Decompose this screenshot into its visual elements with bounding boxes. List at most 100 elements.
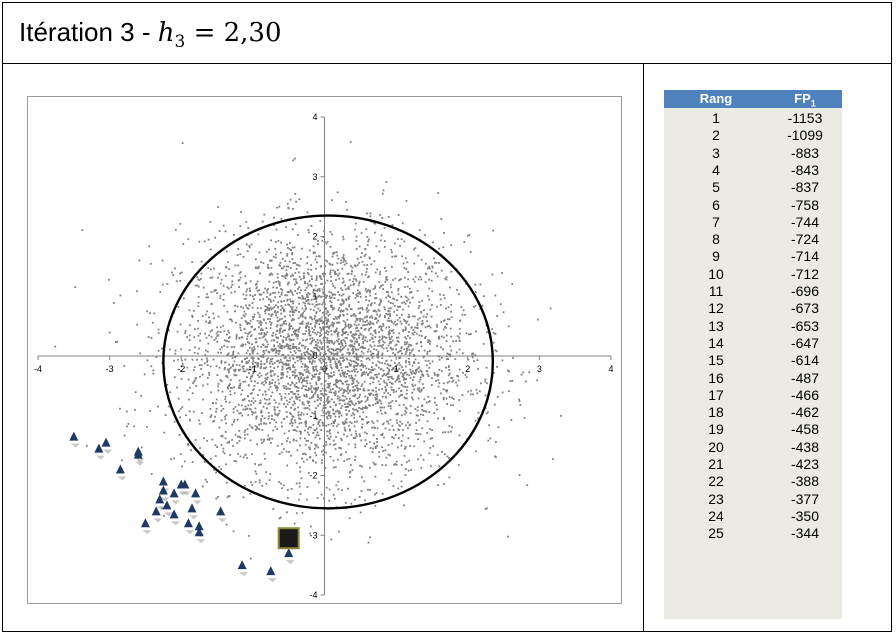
cloud-point xyxy=(390,302,392,304)
cloud-point xyxy=(346,383,348,386)
cloud-point xyxy=(236,254,239,256)
cloud-point xyxy=(306,413,309,415)
cloud-point xyxy=(360,368,362,371)
cloud-point xyxy=(450,316,453,319)
cloud-point xyxy=(351,377,354,380)
cloud-point xyxy=(400,393,403,396)
cloud-point xyxy=(272,286,275,289)
cloud-point xyxy=(314,451,317,454)
cloud-point xyxy=(317,240,319,242)
cloud-point xyxy=(280,395,283,398)
table-row: 1 -1153 xyxy=(664,110,842,127)
cloud-point xyxy=(328,499,331,502)
cloud-point xyxy=(392,302,394,305)
cloud-point xyxy=(324,367,326,370)
cloud-point xyxy=(322,291,325,294)
cloud-point xyxy=(388,376,391,378)
cloud-point xyxy=(365,315,368,318)
cloud-point xyxy=(353,323,356,326)
cloud-point xyxy=(369,489,371,491)
cloud-point xyxy=(224,274,227,277)
cloud-point xyxy=(340,437,343,440)
fp-rank-table: Rang FP1 1 -1153 2 -1099 3 -883 4 -843 5 -837 6 -75… xyxy=(664,90,842,619)
cloud-point xyxy=(284,356,287,359)
cloud-point xyxy=(286,403,289,406)
cloud-point xyxy=(337,488,340,491)
cloud-point xyxy=(286,511,288,514)
cloud-point xyxy=(434,272,437,275)
cloud-point xyxy=(201,315,204,317)
cloud-point xyxy=(331,233,333,236)
cloud-point xyxy=(286,489,289,491)
cloud-point xyxy=(406,341,409,343)
cloud-point xyxy=(353,413,356,416)
cloud-point xyxy=(315,445,318,448)
cloud-point xyxy=(370,322,372,325)
cloud-point xyxy=(328,400,331,403)
cloud-point xyxy=(286,464,289,467)
cloud-point xyxy=(297,393,299,396)
cloud-point xyxy=(364,347,366,349)
cloud-point xyxy=(272,334,274,337)
cloud-point xyxy=(281,376,284,379)
cloud-point xyxy=(307,387,310,390)
cloud-point xyxy=(249,368,252,371)
cloud-point xyxy=(300,360,302,363)
cloud-point xyxy=(186,389,189,392)
cloud-point xyxy=(325,451,328,454)
cloud-point xyxy=(384,427,387,430)
cloud-point xyxy=(406,349,408,352)
cloud-point xyxy=(404,336,407,339)
cloud-point xyxy=(212,420,214,423)
cloud-point xyxy=(187,443,189,445)
cloud-point xyxy=(286,294,289,297)
cloud-point xyxy=(250,334,253,337)
cloud-point xyxy=(397,487,400,490)
cloud-point xyxy=(231,439,233,441)
cloud-point xyxy=(296,396,299,399)
cloud-point xyxy=(226,376,229,379)
cloud-point xyxy=(224,395,227,398)
cloud-point xyxy=(368,371,371,374)
cloud-point xyxy=(356,387,358,389)
cloud-point xyxy=(446,389,449,392)
cloud-point xyxy=(407,335,409,337)
cloud-point xyxy=(384,386,387,388)
cloud-point xyxy=(402,262,405,265)
cloud-point xyxy=(361,338,364,341)
cloud-point xyxy=(238,412,241,415)
cloud-point xyxy=(330,422,333,425)
cloud-point xyxy=(396,299,398,302)
cloud-point xyxy=(293,522,296,525)
cloud-point xyxy=(169,391,171,394)
cloud-point xyxy=(295,382,298,385)
cloud-point xyxy=(382,344,384,346)
cloud-point xyxy=(370,263,373,266)
cloud-point xyxy=(375,376,378,379)
cloud-point xyxy=(372,378,375,380)
cloud-point xyxy=(427,396,430,398)
cloud-point xyxy=(273,339,275,341)
cloud-point xyxy=(223,368,226,371)
cloud-point xyxy=(123,365,126,367)
cloud-point xyxy=(348,279,351,281)
cloud-point xyxy=(315,390,317,393)
cloud-point xyxy=(392,389,395,391)
cloud-point xyxy=(264,402,267,405)
cloud-point xyxy=(194,346,196,349)
cloud-point xyxy=(368,393,370,395)
cloud-point xyxy=(277,345,280,347)
cloud-point xyxy=(349,397,351,400)
cloud-point xyxy=(372,377,375,379)
cloud-point xyxy=(300,431,302,433)
cloud-point xyxy=(301,363,304,365)
cloud-point xyxy=(379,271,382,273)
cloud-point xyxy=(291,252,294,254)
fp-value-cell: -487 xyxy=(790,369,820,386)
cloud-point xyxy=(245,294,248,297)
cloud-point xyxy=(265,327,268,330)
cloud-point xyxy=(423,309,425,312)
cloud-point xyxy=(257,357,259,360)
cloud-point xyxy=(229,454,231,456)
cloud-point xyxy=(374,287,376,289)
